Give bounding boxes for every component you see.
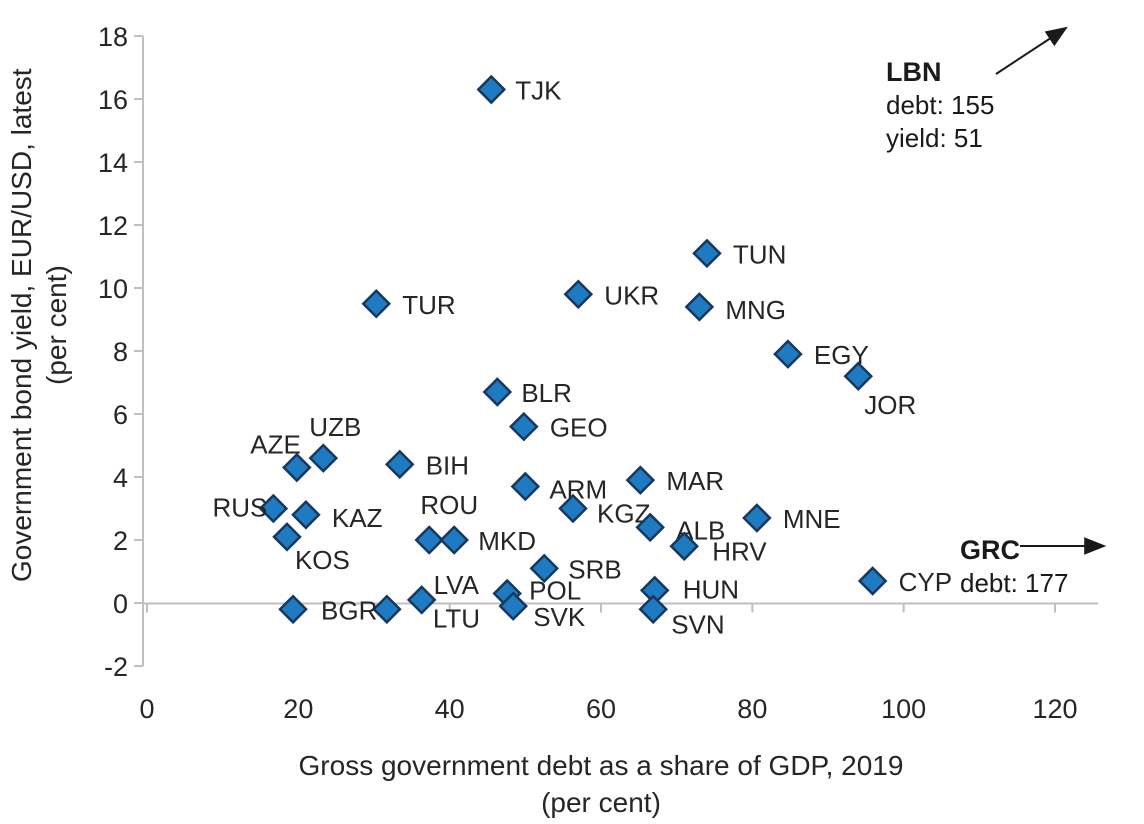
annotation-grc: GRC debt: 177 bbox=[960, 534, 1068, 600]
annotation-grc-debt: debt: 177 bbox=[960, 568, 1069, 598]
lbn-arrow-icon bbox=[995, 26, 1068, 75]
point-label-RUS: RUS bbox=[212, 493, 267, 523]
point-label-MNG: MNG bbox=[725, 295, 786, 325]
data-point-UZB bbox=[308, 443, 339, 473]
y-tick-label: 18 bbox=[98, 22, 128, 52]
x-tick-label: 0 bbox=[139, 694, 154, 724]
data-point-MKD bbox=[439, 525, 469, 555]
annotation-lbn-debt: debt: 155 bbox=[886, 90, 995, 120]
point-label-AZE: AZE bbox=[250, 430, 301, 460]
data-point-LVA bbox=[406, 585, 437, 615]
point-label-JOR: JOR bbox=[864, 390, 916, 420]
y-tick-label: 6 bbox=[113, 400, 128, 430]
y-tick-label: 10 bbox=[98, 274, 128, 304]
data-point-AZE bbox=[282, 452, 312, 483]
y-tick-label: 2 bbox=[113, 526, 128, 556]
y-tick-label: -2 bbox=[104, 652, 128, 682]
point-label-LTU: LTU bbox=[433, 603, 480, 633]
data-point-MNE bbox=[742, 503, 772, 533]
point-label-TUR: TUR bbox=[402, 290, 455, 320]
x-axis-title-units: (per cent) bbox=[541, 787, 661, 818]
data-point-SRB bbox=[529, 553, 560, 584]
data-point-KOS bbox=[272, 522, 302, 552]
point-label-BGR: BGR bbox=[321, 595, 377, 625]
annotation-lbn-yield: yield: 51 bbox=[886, 123, 983, 153]
data-point-KAZ bbox=[291, 500, 321, 530]
data-point-TUR bbox=[361, 288, 392, 319]
data-point-SVN bbox=[638, 594, 668, 625]
data-point-SVK bbox=[498, 591, 528, 621]
y-axis-title-units: (per cent) bbox=[41, 265, 72, 385]
point-label-KAZ: KAZ bbox=[332, 503, 383, 533]
data-point-LTU bbox=[372, 594, 402, 625]
point-label-CYP: CYP bbox=[899, 567, 952, 597]
point-label-UZB: UZB bbox=[309, 412, 361, 442]
y-tick-label: 14 bbox=[98, 148, 128, 178]
annotation-lbn-title: LBN bbox=[886, 57, 942, 87]
data-point-TUN bbox=[692, 238, 722, 269]
point-label-HRV: HRV bbox=[712, 536, 767, 566]
data-point-KGZ bbox=[558, 493, 588, 524]
x-tick-label: 100 bbox=[881, 694, 926, 724]
annotation-lbn: LBN debt: 155 yield: 51 bbox=[886, 56, 994, 155]
data-point-ARM bbox=[510, 471, 541, 502]
y-tick-label: 4 bbox=[113, 463, 128, 493]
data-point-MAR bbox=[625, 465, 656, 495]
data-point-BLR bbox=[482, 377, 513, 407]
annotation-grc-title: GRC bbox=[960, 535, 1020, 565]
data-point-GEO bbox=[509, 411, 539, 442]
point-label-TUN: TUN bbox=[733, 239, 786, 269]
data-point-MNG bbox=[684, 292, 715, 322]
x-tick-label: 20 bbox=[283, 694, 313, 724]
data-point-HRV bbox=[669, 531, 700, 562]
x-tick-label: 40 bbox=[435, 694, 465, 724]
point-label-MNE: MNE bbox=[783, 504, 841, 534]
x-tick-label: 60 bbox=[586, 694, 616, 724]
point-label-POL: POL bbox=[529, 576, 581, 606]
data-point-BGR bbox=[278, 594, 308, 625]
y-axis-title: Government bond yield, EUR/USD, latest bbox=[6, 68, 37, 582]
point-label-BIH: BIH bbox=[426, 450, 469, 480]
data-point-CYP bbox=[857, 566, 888, 596]
point-label-SRB: SRB bbox=[568, 554, 621, 584]
data-point-JOR bbox=[843, 361, 874, 391]
point-label-MAR: MAR bbox=[666, 466, 724, 496]
point-label-ROU: ROU bbox=[420, 490, 478, 520]
x-tick-label: 80 bbox=[737, 694, 767, 724]
point-label-SVK: SVK bbox=[533, 602, 586, 632]
data-point-ALB bbox=[635, 512, 665, 543]
point-label-SVN: SVN bbox=[671, 609, 724, 639]
point-label-BLR: BLR bbox=[521, 378, 572, 408]
y-tick-label: 8 bbox=[113, 337, 128, 367]
data-point-TJK bbox=[476, 74, 507, 105]
data-point-UKR bbox=[563, 279, 594, 310]
point-label-MKD: MKD bbox=[478, 526, 536, 556]
y-tick-label: 12 bbox=[98, 211, 128, 241]
point-label-TJK: TJK bbox=[515, 76, 562, 106]
data-point-EGY bbox=[773, 339, 803, 369]
point-label-LVA: LVA bbox=[434, 570, 480, 600]
y-tick-label: 0 bbox=[113, 589, 128, 619]
x-tick-label: 120 bbox=[1032, 694, 1077, 724]
data-point-RUS bbox=[258, 493, 289, 524]
point-label-KOS: KOS bbox=[295, 545, 350, 575]
data-point-BIH bbox=[384, 449, 415, 480]
point-label-GEO: GEO bbox=[550, 413, 608, 443]
x-axis-title: Gross government debt as a share of GDP,… bbox=[298, 750, 904, 781]
point-label-HUN: HUN bbox=[683, 574, 739, 604]
y-tick-label: 16 bbox=[98, 85, 128, 115]
data-point-ROU bbox=[414, 525, 445, 555]
point-label-UKR: UKR bbox=[604, 280, 659, 310]
